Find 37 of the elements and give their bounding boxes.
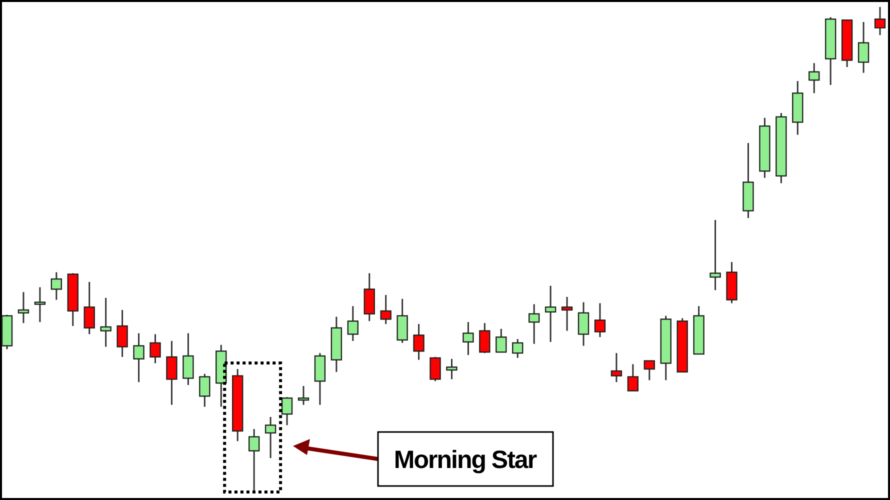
candlestick xyxy=(298,385,310,406)
candlestick xyxy=(644,360,655,381)
candlestick xyxy=(496,328,507,353)
candlestick xyxy=(544,285,556,343)
candlestick xyxy=(710,219,721,291)
candlestick xyxy=(133,332,144,383)
candlestick xyxy=(479,322,490,354)
candlestick xyxy=(561,296,573,332)
candlestick xyxy=(281,396,293,426)
annotation: Morning Star xyxy=(394,446,538,474)
candlestick xyxy=(84,281,95,335)
candlestick xyxy=(50,271,62,301)
candlestick xyxy=(446,358,458,380)
candlestick xyxy=(610,352,622,383)
candlestick xyxy=(199,373,210,408)
candlestick xyxy=(594,302,606,338)
candlestick xyxy=(627,363,639,392)
candlestick xyxy=(430,356,441,382)
candlestick xyxy=(347,305,359,342)
candlestick xyxy=(248,428,260,492)
candlestick xyxy=(18,291,30,324)
candlestick xyxy=(528,303,540,345)
candlestick xyxy=(182,332,194,386)
candlestick xyxy=(150,333,161,364)
candlestick xyxy=(858,21,870,74)
candlestick xyxy=(166,340,178,406)
candlestick xyxy=(34,286,46,323)
candlestick xyxy=(874,6,886,36)
candlestick xyxy=(380,294,392,325)
candlestick xyxy=(808,62,820,94)
candlestick xyxy=(100,297,112,348)
candlestick xyxy=(413,323,424,361)
candlestick xyxy=(578,301,590,347)
candlestick xyxy=(116,309,128,358)
candlestick xyxy=(264,416,276,459)
candlestick xyxy=(512,338,524,359)
candlestick xyxy=(462,321,474,356)
